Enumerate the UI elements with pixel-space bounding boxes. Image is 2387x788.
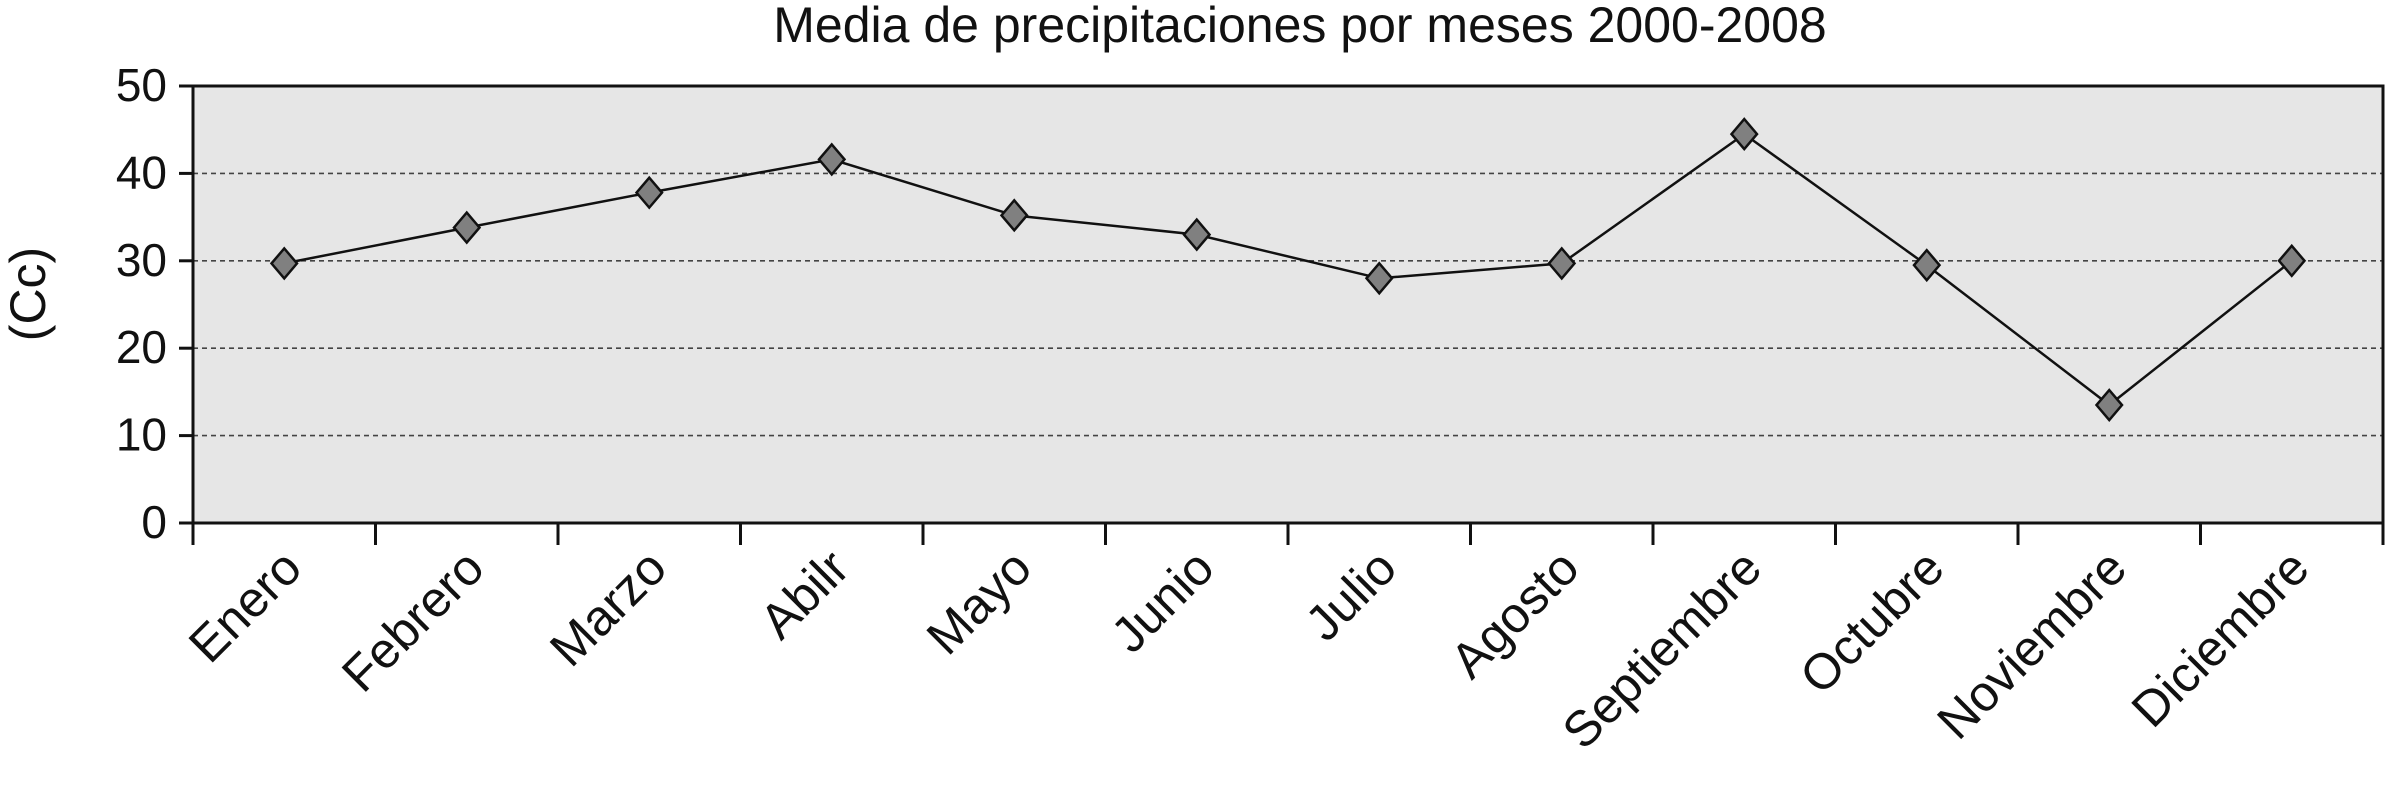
grid-lines — [193, 172, 2383, 437]
x-tick-label: Agosto — [1440, 539, 1590, 689]
series-line — [284, 132, 2293, 407]
data-point-marker — [999, 198, 1029, 233]
x-tick-label: Octubre — [1789, 539, 1954, 704]
y-tick-labels: 0 10 20 30 40 50 — [116, 59, 167, 548]
x-tick-label: Marzo — [539, 539, 677, 677]
data-point-marker — [1182, 217, 1212, 252]
data-point-marker — [452, 210, 482, 245]
data-point-marker — [1729, 117, 1759, 152]
x-tick-label: Enero — [178, 539, 312, 673]
data-point-marker — [817, 142, 847, 177]
data-point-marker — [1912, 248, 1942, 283]
chart-title: Media de precipitaciones por meses 2000-… — [773, 0, 1826, 53]
data-series — [269, 117, 2307, 422]
axes — [179, 84, 2385, 545]
y-tick-label: 30 — [116, 234, 167, 286]
x-tick-label: Junio — [1100, 539, 1224, 663]
y-tick-label: 50 — [116, 59, 167, 111]
data-point-marker — [634, 175, 664, 210]
y-tick-label: 40 — [116, 146, 167, 198]
data-point-marker — [1547, 246, 1577, 281]
x-tick-label: Diciembre — [2121, 539, 2320, 738]
y-tick-label: 10 — [116, 409, 167, 461]
y-axis-label: (Cc) — [0, 247, 56, 341]
data-point-marker — [269, 246, 299, 281]
y-tick-label: 0 — [141, 496, 167, 548]
x-tick-label: Mayo — [916, 539, 1042, 665]
y-tick-label: 20 — [116, 321, 167, 373]
x-tick-label: Septiembre — [1552, 539, 1772, 759]
data-point-marker — [2094, 388, 2124, 422]
plot-area — [193, 86, 2383, 523]
x-tick-label: Julio — [1295, 539, 1407, 651]
x-tick-label: Febrero — [331, 539, 494, 702]
data-point-marker — [2277, 243, 2307, 278]
x-tick-label: Noviembre — [1926, 539, 2137, 750]
x-tick-labels: Enero Febrero Marzo Abilr Mayo Junio Julio Agos… — [178, 539, 2319, 759]
data-point-marker — [1364, 261, 1394, 296]
x-tick-label: Abilr — [749, 539, 859, 649]
